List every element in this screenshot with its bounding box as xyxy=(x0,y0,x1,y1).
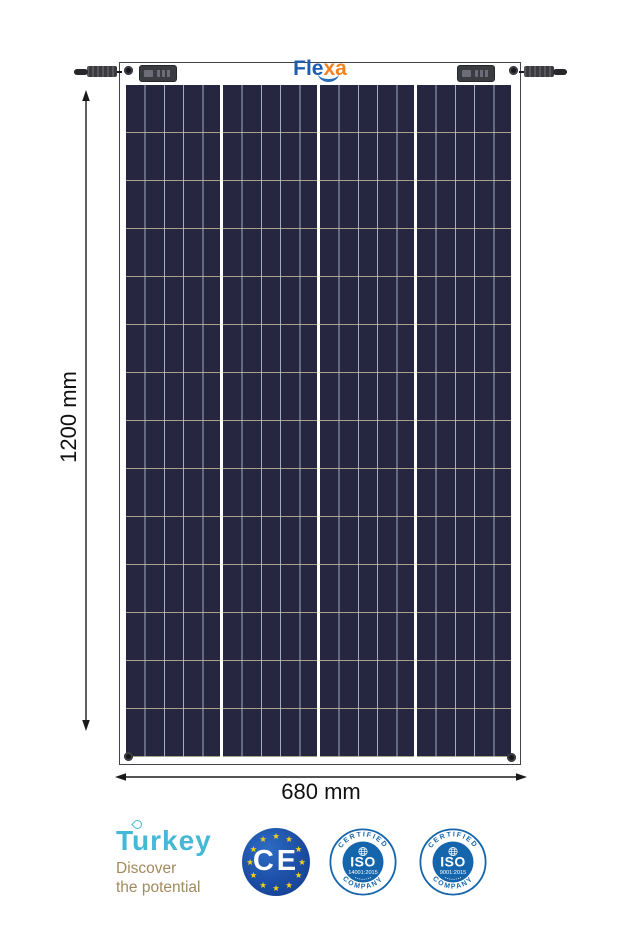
eu-star-icon: ★ xyxy=(249,870,258,880)
width-dimension-label: 680 mm xyxy=(281,779,361,804)
turkey-logo: Turkey Discover the potential xyxy=(116,818,236,897)
arrow-left-icon xyxy=(115,773,126,781)
iso-standard-number: 14001:2015 xyxy=(348,870,378,876)
eu-star-icon: ★ xyxy=(246,857,254,867)
turkey-slogan-line2: the potential xyxy=(116,879,201,896)
turkey-logo-title: Turkey xyxy=(116,825,212,856)
eu-star-icon: ★ xyxy=(249,844,258,854)
mounting-hole-bottom-right xyxy=(507,753,516,762)
eu-star-icon: ★ xyxy=(272,883,280,893)
ce-mark-badge: CE ★ ★ ★ ★ ★ ★ ★ ★ ★ ★ ★ ★ xyxy=(242,828,310,896)
height-dimension-label: 1200 mm xyxy=(56,371,81,463)
iso-standard-number: 9001:2015 xyxy=(440,870,466,876)
eu-star-icon: ★ xyxy=(285,879,293,890)
brand-logo-text-blue: Fle xyxy=(293,57,324,80)
arrow-right-icon xyxy=(516,773,527,781)
mounting-hole-top-left xyxy=(124,66,133,75)
iso-badge-disc xyxy=(342,841,384,883)
turkey-slogan-line1: Discover xyxy=(116,860,177,877)
eu-star-icon: ★ xyxy=(298,857,306,867)
eu-star-icon: ★ xyxy=(294,870,303,880)
eu-star-icon: ★ xyxy=(294,844,303,854)
mc4-connector-tip-right xyxy=(553,68,567,75)
junction-box-left xyxy=(139,65,177,82)
iso-title: ISO xyxy=(440,854,466,870)
eu-star-icon: ★ xyxy=(272,831,280,841)
brand-swoosh-icon xyxy=(318,72,339,82)
globe-icon xyxy=(358,846,368,857)
mc4-connector-left xyxy=(87,66,117,77)
mounting-hole-bottom-left xyxy=(124,752,133,761)
junction-box-right xyxy=(457,65,495,82)
iso-14001-badge: CERTIFIED COMPANY ISO 14001:2015 xyxy=(329,828,397,896)
ce-mark-text: CE xyxy=(252,845,300,877)
iso-9001-badge: CERTIFIED COMPANY ISO 9001:2015 xyxy=(419,828,487,896)
mc4-connector-tip-left xyxy=(74,68,88,75)
mounting-hole-top-right xyxy=(509,66,518,75)
iso-badge-disc xyxy=(432,841,474,883)
mc4-connector-right xyxy=(524,66,554,77)
arrow-down-icon xyxy=(82,720,90,731)
arrow-up-icon xyxy=(82,90,90,101)
turkey-logo-slogan: Discover the potential xyxy=(116,859,236,897)
eu-star-icon: ★ xyxy=(259,834,267,845)
globe-icon xyxy=(448,846,458,857)
iso-title: ISO xyxy=(350,854,376,870)
eu-star-icon: ★ xyxy=(285,834,293,845)
solar-cells-grid xyxy=(126,85,514,757)
eu-star-icon: ★ xyxy=(259,879,267,890)
